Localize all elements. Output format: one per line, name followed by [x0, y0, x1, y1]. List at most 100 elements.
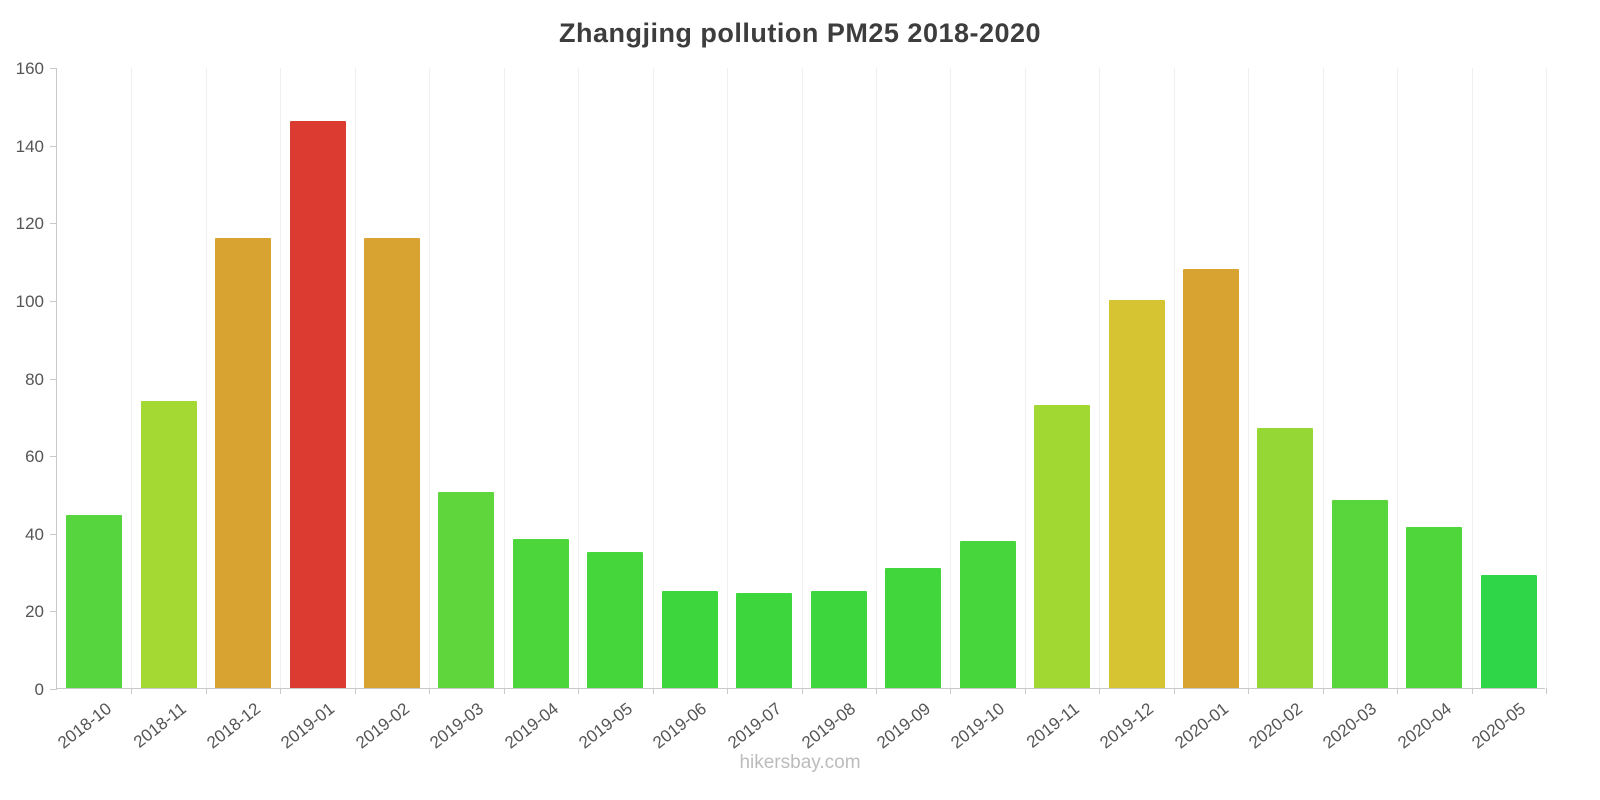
x-tick-mark	[1397, 688, 1399, 694]
x-axis-label: 2019-06	[649, 699, 711, 753]
vertical-gridline	[1546, 68, 1547, 688]
x-tick-mark	[131, 688, 133, 694]
x-axis-label: 2019-09	[873, 699, 934, 753]
x-axis-label: 2020-02	[1245, 699, 1307, 753]
y-tick-label: 40	[25, 524, 44, 544]
x-tick-mark	[205, 688, 207, 694]
bar-2019-08[interactable]	[810, 590, 867, 688]
y-tick-mark	[50, 689, 57, 690]
x-tick-mark	[1322, 688, 1324, 694]
x-axis-label: 2018-10	[54, 699, 115, 753]
chart-title: Zhangjing pollution PM25 2018-2020	[558, 18, 1042, 48]
bar-2019-07[interactable]	[736, 592, 793, 688]
x-tick-mark	[801, 688, 803, 694]
x-tick-mark	[652, 688, 654, 694]
y-tick-label: 100	[15, 291, 44, 311]
y-tick-label: 120	[15, 214, 44, 234]
x-axis-label: 2020-05	[1468, 699, 1530, 753]
x-tick-mark	[1173, 688, 1175, 694]
bar-2019-10[interactable]	[959, 540, 1016, 688]
y-tick-label: 80	[25, 369, 44, 389]
x-axis-label: 2020-04	[1394, 699, 1456, 753]
x-tick-mark	[1099, 688, 1101, 694]
x-tick-mark	[1248, 688, 1250, 694]
x-tick-mark	[429, 688, 431, 694]
x-axis-label: 2019-08	[798, 699, 860, 753]
vertical-gridline	[503, 68, 505, 688]
bar-2019-11[interactable]	[1034, 404, 1091, 688]
y-tick-mark	[50, 611, 57, 613]
vertical-gridline	[354, 68, 356, 688]
x-axis-label: 2019-03	[426, 699, 488, 753]
x-axis-label: 2019-01	[277, 699, 339, 753]
vertical-gridline	[1322, 68, 1324, 688]
x-tick-mark	[1546, 688, 1547, 694]
x-axis-label: 2019-05	[575, 699, 637, 753]
vertical-gridline	[131, 68, 133, 688]
bar-2019-06[interactable]	[661, 590, 718, 688]
bar-2020-02[interactable]	[1257, 427, 1314, 688]
x-tick-mark	[727, 688, 729, 694]
x-axis-label: 2019-10	[947, 699, 1009, 753]
y-tick-mark	[50, 300, 57, 302]
x-axis-label: 2020-01	[1170, 699, 1232, 753]
vertical-gridline	[429, 68, 431, 688]
x-axis-label: 2018-11	[129, 699, 190, 752]
x-tick-mark	[578, 688, 580, 694]
y-tick-mark	[50, 378, 57, 380]
y-tick-mark	[50, 68, 57, 69]
vertical-gridline	[1173, 68, 1175, 688]
vertical-gridline	[652, 68, 654, 688]
x-tick-mark	[1471, 688, 1473, 694]
x-tick-mark	[1024, 688, 1026, 694]
bar-2020-04[interactable]	[1406, 526, 1463, 688]
x-tick-mark	[354, 688, 356, 694]
bar-2020-05[interactable]	[1480, 575, 1537, 688]
y-tick-mark	[50, 145, 57, 147]
bar-2018-11[interactable]	[140, 400, 197, 688]
x-tick-mark	[875, 688, 877, 694]
bar-2019-05[interactable]	[587, 552, 644, 688]
watermark-hikersbay: hikersbay.com	[739, 752, 861, 773]
bar-2019-02[interactable]	[364, 237, 421, 688]
bar-2019-12[interactable]	[1108, 299, 1165, 688]
vertical-gridline	[801, 68, 803, 688]
bar-2019-03[interactable]	[438, 492, 495, 688]
bar-2019-09[interactable]	[885, 567, 942, 688]
vertical-gridline	[1248, 68, 1250, 688]
vertical-gridline	[727, 68, 729, 688]
x-axis-label: 2019-11	[1022, 699, 1083, 752]
bar-2018-10[interactable]	[66, 515, 123, 688]
bar-2020-03[interactable]	[1331, 499, 1388, 688]
x-axis-label: 2018-12	[202, 699, 264, 753]
bar-2018-12[interactable]	[215, 237, 272, 688]
y-tick-mark	[50, 223, 57, 225]
x-tick-mark	[280, 688, 282, 694]
bar-2019-04[interactable]	[512, 538, 569, 688]
x-axis-label: 2019-12	[1096, 699, 1158, 753]
vertical-gridline	[950, 68, 952, 688]
vertical-gridline	[1471, 68, 1473, 688]
y-tick-label: 0	[34, 680, 44, 699]
y-tick-mark	[50, 533, 57, 535]
vertical-gridline	[578, 68, 580, 688]
y-tick-mark	[50, 456, 57, 458]
bar-2020-01[interactable]	[1182, 268, 1239, 688]
plot-area	[50, 68, 1547, 694]
vertical-gridline	[1397, 68, 1399, 688]
x-tick-mark	[503, 688, 505, 694]
vertical-gridline	[280, 68, 282, 688]
chart-area: 0 20 40 60 80 100 120 140 160 2018-10 2018-11 2018-…	[16, 60, 1547, 752]
vertical-gridline	[1099, 68, 1101, 688]
x-axis-label: 2019-07	[724, 699, 785, 753]
y-tick-label: 60	[25, 447, 44, 467]
x-tick-mark	[950, 688, 952, 694]
y-tick-label: 20	[25, 602, 44, 622]
vertical-gridline	[1024, 68, 1026, 688]
x-axis-label: 2019-02	[351, 699, 413, 753]
x-axis-label: 2020-03	[1319, 699, 1381, 753]
bar-2019-01[interactable]	[289, 121, 346, 688]
vertical-gridline	[875, 68, 877, 688]
vertical-gridline	[205, 68, 207, 688]
x-axis-label: 2019-04	[500, 699, 562, 753]
